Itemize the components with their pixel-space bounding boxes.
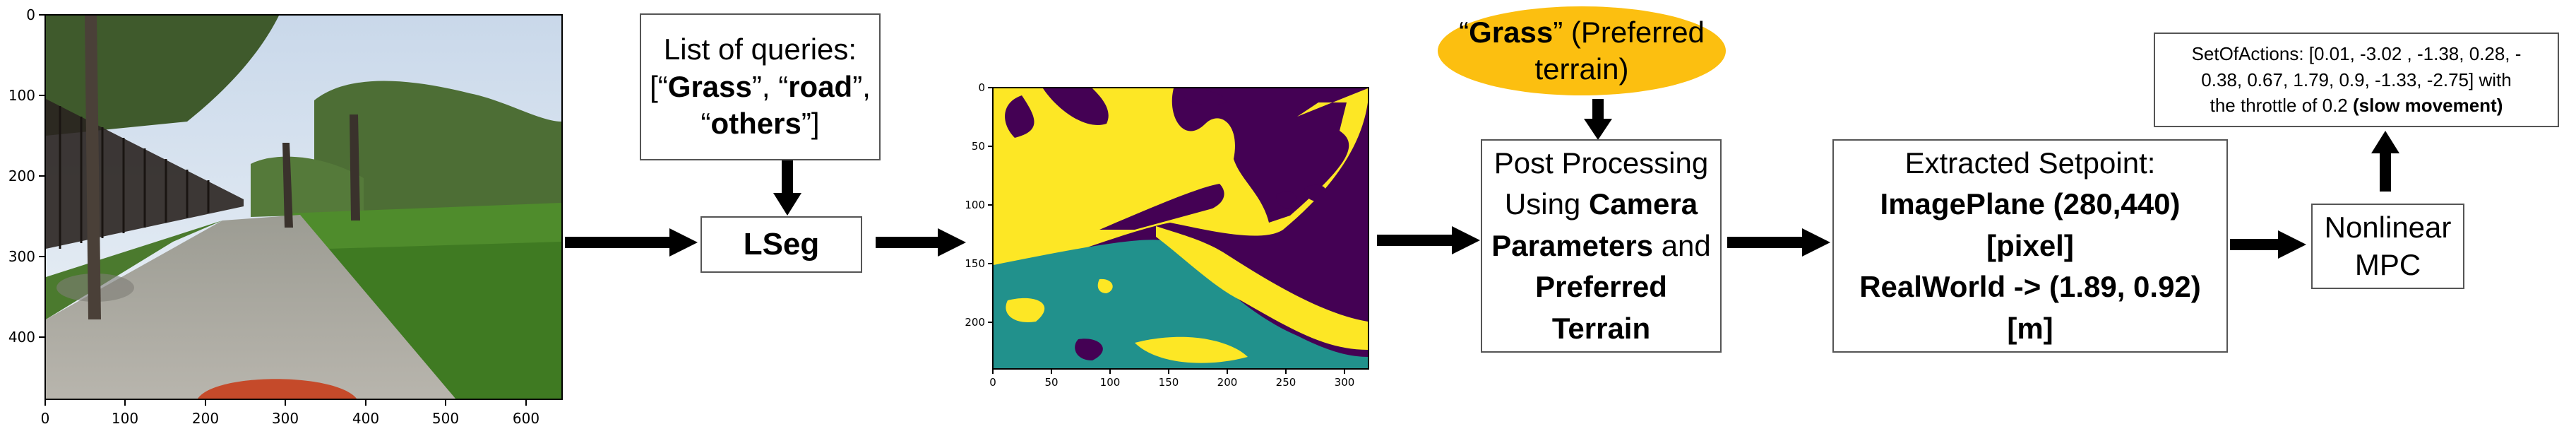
mpc-line-2: MPC: [2354, 247, 2421, 281]
queries-line-3: “others”]: [700, 107, 820, 141]
y-tick-label: 50: [971, 140, 985, 153]
arrow-down-icon: [1584, 99, 1612, 140]
post-processing-line-4: Preferred: [1535, 270, 1667, 304]
arrow-up-icon: [2371, 131, 2399, 192]
post-processing-line-1: Post Processing: [1493, 146, 1709, 180]
segmentation-map: [992, 87, 1369, 370]
setpoint-meter-unit: [m]: [2007, 311, 2053, 345]
post-processing-line-3: Parameters and: [1491, 228, 1711, 262]
camera-image: [44, 14, 563, 400]
queries-line-2: [“Grass”, “road”,: [650, 69, 871, 103]
set-of-actions-box: SetOfActions: [0.01, -3.02 , -1.38, 0.28…: [2154, 33, 2559, 127]
arrow-right-icon: [565, 228, 698, 257]
preferred-terrain-line-1: “Grass” (Preferred: [1459, 15, 1705, 49]
arrow-right-icon: [1727, 228, 1830, 257]
setpoint-pixel-unit: [pixel]: [1986, 228, 2074, 262]
y-tick-label: 0: [978, 81, 985, 94]
post-processing-line-2: Using Camera: [1504, 187, 1698, 221]
y-tick-label: 200: [965, 316, 985, 329]
x-tick-label: 600: [512, 410, 540, 427]
arrow-down-icon: [773, 160, 801, 216]
x-tick-label: 200: [191, 410, 220, 427]
mpc-line-1: Nonlinear: [2324, 211, 2452, 244]
arrow-right-icon: [876, 228, 966, 257]
y-tick-label: 100: [8, 87, 35, 104]
y-tick-label: 100: [965, 199, 985, 211]
lseg-box: LSeg: [700, 216, 862, 273]
setpoint-real-world: RealWorld -> (1.89, 0.92): [1859, 270, 2201, 304]
y-tick-label: 150: [965, 257, 985, 270]
actions-line-1: SetOfActions: [0.01, -3.02 , -1.38, 0.28…: [2191, 43, 2522, 65]
lseg-label: LSeg: [743, 227, 820, 261]
preferred-terrain-line-2: terrain): [1534, 52, 1629, 86]
x-tick-label: 300: [271, 410, 299, 427]
y-tick-label: 200: [8, 167, 35, 184]
x-tick-label: 0: [40, 410, 50, 427]
y-tick-label: 300: [8, 248, 35, 265]
x-tick-label: 150: [1158, 376, 1179, 389]
preferred-terrain-ellipse: “Grass” (Preferred terrain): [1438, 6, 1726, 95]
x-tick-label: 200: [1217, 376, 1238, 389]
x-tick-label: 100: [1099, 376, 1121, 389]
x-tick-label: 50: [1044, 376, 1059, 389]
segmentation-regions: [994, 88, 1368, 368]
arrow-right-icon: [2230, 230, 2306, 259]
setpoint-title: Extracted Setpoint:: [1904, 146, 2156, 180]
x-tick-label: 250: [1275, 376, 1296, 389]
actions-line-3: the throttle of 0.2 (slow movement): [2210, 95, 2503, 117]
setpoint-image-plane: ImagePlane (280,440): [1880, 187, 2181, 221]
x-tick-label: 500: [431, 410, 460, 427]
y-tick-label: 0: [26, 6, 35, 23]
extracted-setpoint-box: Extracted Setpoint: ImagePlane (280,440)…: [1832, 139, 2228, 353]
arrow-right-icon: [1377, 226, 1480, 254]
x-tick-label: 400: [352, 410, 380, 427]
camera-scene: [46, 16, 561, 399]
x-tick-label: 0: [989, 376, 996, 389]
post-processing-box: Post Processing Using Camera Parameters …: [1481, 139, 1722, 353]
queries-box: List of queries: [“Grass”, “road”, “othe…: [640, 13, 881, 160]
queries-title: List of queries:: [663, 33, 857, 66]
post-processing-line-5: Terrain: [1551, 311, 1651, 345]
x-tick-label: 100: [111, 410, 139, 427]
x-tick-label: 300: [1334, 376, 1355, 389]
y-tick-label: 400: [8, 329, 35, 346]
actions-line-2: 0.38, 0.67, 1.79, 0.9, -1.33, -2.75] wit…: [2201, 69, 2512, 90]
nonlinear-mpc-box: Nonlinear MPC: [2311, 204, 2464, 289]
